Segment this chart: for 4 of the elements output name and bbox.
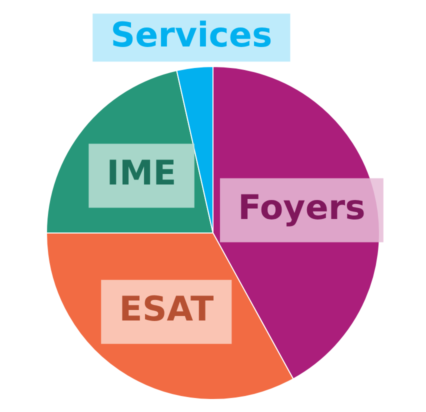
slice-label: Services [110, 16, 272, 56]
slice-label: IME [106, 154, 176, 194]
slice-label: Foyers [238, 188, 366, 228]
slice-label: ESAT [119, 290, 214, 330]
